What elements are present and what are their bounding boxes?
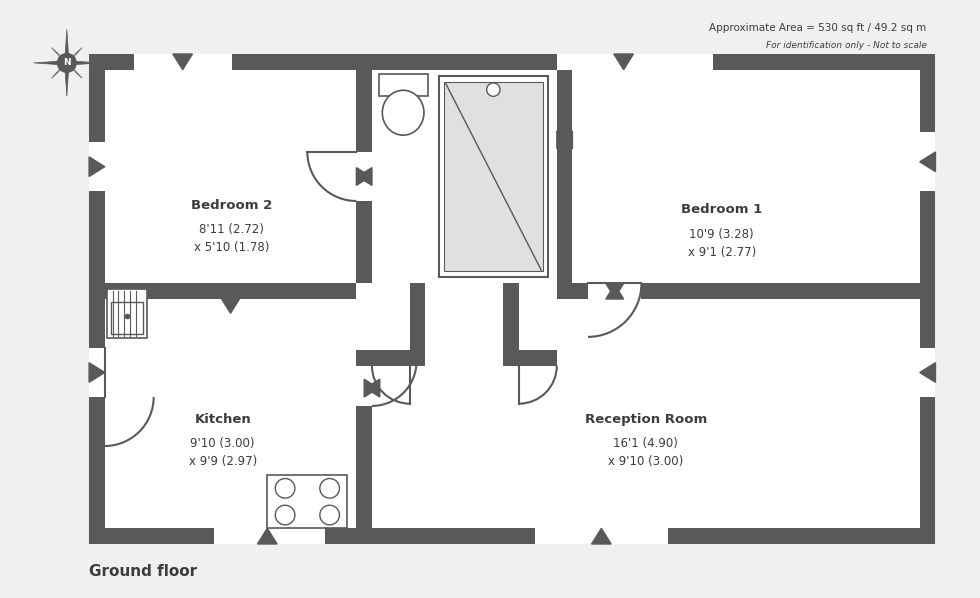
- Polygon shape: [557, 131, 571, 149]
- Polygon shape: [365, 379, 378, 397]
- Bar: [357, 350, 410, 366]
- Polygon shape: [920, 152, 936, 172]
- Polygon shape: [69, 65, 82, 78]
- Bar: [920, 348, 936, 397]
- Text: Reception Room: Reception Room: [585, 413, 707, 426]
- Circle shape: [275, 478, 295, 498]
- Polygon shape: [33, 61, 61, 65]
- Polygon shape: [357, 167, 370, 185]
- Polygon shape: [172, 54, 192, 70]
- Bar: [357, 361, 372, 366]
- Bar: [572, 283, 588, 299]
- Bar: [920, 132, 936, 191]
- Polygon shape: [358, 167, 372, 185]
- Text: N: N: [63, 59, 71, 68]
- Bar: [557, 54, 712, 69]
- Polygon shape: [73, 61, 100, 65]
- Polygon shape: [258, 528, 277, 544]
- Polygon shape: [221, 299, 239, 313]
- Polygon shape: [920, 363, 936, 382]
- Bar: [519, 350, 557, 366]
- Bar: [504, 283, 519, 366]
- Text: Kitchen: Kitchen: [194, 413, 251, 426]
- Polygon shape: [52, 65, 65, 78]
- Text: 9'10 (3.00)
x 9'9 (2.97): 9'10 (3.00) x 9'9 (2.97): [188, 437, 257, 468]
- Polygon shape: [559, 131, 572, 149]
- Circle shape: [319, 478, 339, 498]
- Text: 16'1 (4.90)
x 9'10 (3.00): 16'1 (4.90) x 9'10 (3.00): [609, 437, 683, 468]
- Bar: [357, 201, 372, 283]
- Polygon shape: [65, 29, 69, 57]
- Circle shape: [319, 505, 339, 525]
- Bar: [268, 475, 348, 529]
- Polygon shape: [592, 528, 612, 544]
- Bar: [444, 81, 543, 271]
- Bar: [89, 142, 105, 191]
- Bar: [410, 283, 425, 366]
- Polygon shape: [65, 69, 69, 96]
- Polygon shape: [606, 283, 623, 298]
- Bar: [642, 283, 920, 299]
- Bar: [357, 406, 372, 529]
- Circle shape: [275, 505, 295, 525]
- Text: Ground floor: Ground floor: [89, 564, 197, 579]
- Text: For identification only - Not to scale: For identification only - Not to scale: [765, 41, 926, 50]
- Bar: [133, 54, 231, 69]
- Bar: [105, 283, 357, 299]
- Bar: [214, 529, 325, 544]
- Polygon shape: [89, 363, 105, 382]
- Polygon shape: [613, 54, 633, 70]
- Text: Bedroom 1: Bedroom 1: [681, 203, 762, 216]
- Bar: [107, 289, 147, 338]
- Bar: [112, 302, 142, 334]
- Bar: [357, 69, 372, 152]
- Text: 8'11 (2.72)
x 5'10 (1.78): 8'11 (2.72) x 5'10 (1.78): [194, 224, 270, 254]
- Text: Bedroom 2: Bedroom 2: [191, 199, 272, 212]
- Polygon shape: [606, 285, 623, 299]
- Bar: [439, 77, 548, 277]
- Bar: [534, 529, 668, 544]
- Bar: [89, 348, 105, 397]
- Polygon shape: [52, 48, 65, 61]
- Polygon shape: [89, 157, 105, 176]
- Bar: [378, 74, 427, 96]
- Bar: [105, 69, 920, 529]
- Text: 10'9 (3.28)
x 9'1 (2.77): 10'9 (3.28) x 9'1 (2.77): [688, 228, 756, 259]
- Ellipse shape: [382, 90, 424, 135]
- Circle shape: [58, 54, 76, 72]
- Polygon shape: [366, 379, 380, 397]
- Text: Approximate Area = 530 sq ft / 49.2 sq m: Approximate Area = 530 sq ft / 49.2 sq m: [710, 23, 926, 33]
- Polygon shape: [69, 48, 82, 61]
- Circle shape: [487, 83, 500, 96]
- Bar: [89, 54, 936, 544]
- Bar: [557, 69, 572, 299]
